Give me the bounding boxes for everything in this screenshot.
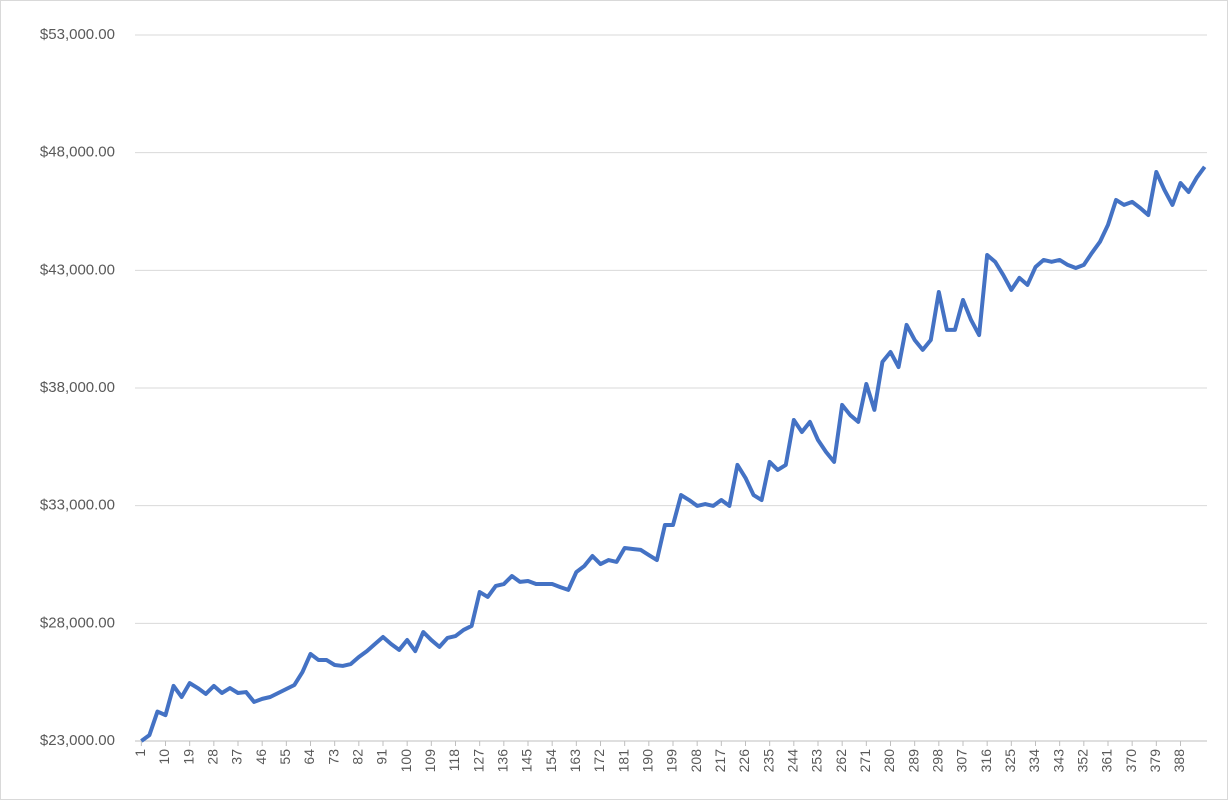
x-tick-label: 127 <box>470 749 486 773</box>
x-tick-label: 73 <box>325 749 341 765</box>
x-tick-label: 361 <box>1099 749 1115 773</box>
x-tick-label: 64 <box>301 749 317 765</box>
x-tick-label: 235 <box>760 749 776 773</box>
x-tick-label: 316 <box>978 749 994 773</box>
x-tick-label: 370 <box>1123 749 1139 773</box>
y-tick-label: $43,000.00 <box>40 261 115 278</box>
data-line <box>140 165 1207 743</box>
x-tick-label: 253 <box>809 749 825 773</box>
x-tick-label: 298 <box>930 749 946 773</box>
x-tick-label: 307 <box>954 749 970 773</box>
x-tick-label: 100 <box>398 749 414 773</box>
x-tick-label: 289 <box>905 749 921 773</box>
x-tick-label: 334 <box>1026 749 1042 773</box>
x-tick-label: 199 <box>664 749 680 773</box>
x-tick-label: 82 <box>350 749 366 765</box>
x-tick-label: 280 <box>881 749 897 773</box>
x-tick-label: 262 <box>833 749 849 773</box>
x-tick-label: 208 <box>688 749 704 773</box>
x-tick-label: 91 <box>374 749 390 765</box>
x-tick-label: 163 <box>567 749 583 773</box>
x-tick-label: 136 <box>495 749 511 773</box>
y-tick-label: $33,000.00 <box>40 497 115 514</box>
x-tick-label: 172 <box>591 749 607 773</box>
y-tick-label: $23,000.00 <box>40 732 115 749</box>
x-tick-label: 37 <box>229 749 245 765</box>
x-tick-label: 190 <box>640 749 656 773</box>
x-tick-label: 145 <box>519 749 535 773</box>
y-tick-label: $28,000.00 <box>40 614 115 631</box>
y-tick-label: $38,000.00 <box>40 379 115 396</box>
x-tick-label: 217 <box>712 749 728 773</box>
y-tick-label: $53,000.00 <box>40 26 115 43</box>
x-tick-label: 10 <box>156 749 172 765</box>
x-tick-label: 388 <box>1171 749 1187 773</box>
x-tick-label: 379 <box>1147 749 1163 773</box>
x-tick-label: 325 <box>1002 749 1018 773</box>
y-tick-label: $48,000.00 <box>40 144 115 161</box>
x-tick-label: 19 <box>180 749 196 765</box>
x-tick-label: 118 <box>446 749 462 772</box>
x-tick-label: 28 <box>205 749 221 765</box>
x-tick-label: 154 <box>543 749 559 773</box>
x-tick-label: 352 <box>1075 749 1091 773</box>
x-tick-label: 343 <box>1050 749 1066 773</box>
x-tick-label: 181 <box>615 749 631 773</box>
x-tick-label: 55 <box>277 749 293 765</box>
x-tick-label: 1 <box>132 749 148 757</box>
x-tick-label: 109 <box>422 749 438 773</box>
x-tick-label: 46 <box>253 749 269 765</box>
x-tick-label: 271 <box>857 749 873 773</box>
x-tick-label: 226 <box>736 749 752 773</box>
x-tick-label: 244 <box>785 749 801 773</box>
